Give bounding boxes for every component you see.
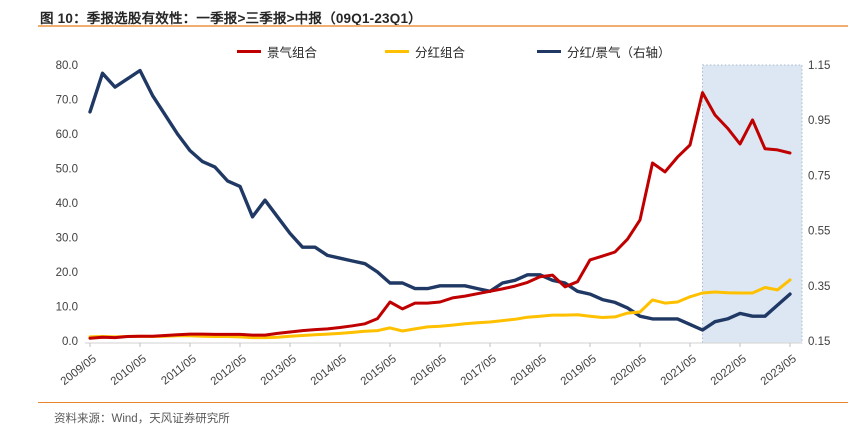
- chart-legend: 景气组合 分红组合 分红/景气（右轴）: [0, 44, 857, 60]
- x-tick-label: 2019/05: [559, 353, 599, 388]
- x-tick-label: 2017/05: [459, 353, 499, 388]
- highlight-region: [702, 64, 803, 344]
- y-tick-label-left: 10.0: [56, 302, 78, 314]
- x-tick-label: 2022/05: [709, 353, 749, 388]
- legend-label: 分红组合: [415, 45, 466, 60]
- source-divider-rule: [38, 402, 848, 403]
- x-tick-label: 2009/05: [59, 353, 99, 388]
- source-note: 资料来源：Wind，天风证券研究所: [54, 413, 230, 425]
- y-tick-label-right: 0.75: [808, 170, 830, 182]
- dividend-line-swatch: [385, 49, 409, 53]
- legend-item-dividend-portfolio[interactable]: 分红组合: [385, 44, 466, 60]
- y-tick-label-right: 0.35: [808, 281, 830, 293]
- y-tick-label-left: 50.0: [56, 164, 78, 176]
- y-tick-label-left: 20.0: [56, 267, 78, 279]
- legend-label: 分红/景气（右轴）: [567, 45, 671, 60]
- x-axis-ticks: 2009/05 2010/05 2011/05 2012/05 2013/05 2014/…: [59, 343, 799, 388]
- x-tick-label: 2011/05: [159, 353, 198, 388]
- x-tick-label: 2012/05: [209, 353, 249, 388]
- y-tick-label-right: 0.15: [808, 336, 830, 348]
- figure-title: 图 10：季报选股有效性：一季报>三季报>中报（09Q1-23Q1）: [40, 11, 422, 26]
- y-tick-label-left: 80.0: [56, 60, 78, 72]
- x-tick-label: 2015/05: [359, 353, 399, 388]
- x-tick-label: 2013/05: [259, 353, 299, 388]
- y-tick-label-right: 1.15: [808, 60, 830, 72]
- boom-line-swatch: [237, 49, 261, 53]
- y-tick-label-right: 0.95: [808, 115, 830, 127]
- legend-item-ratio-right-axis[interactable]: 分红/景气（右轴）: [537, 44, 671, 60]
- x-tick-label: 2014/05: [309, 353, 349, 388]
- title-underline-rule: [38, 25, 848, 27]
- y-axis-left-labels: 0.0 10.0 20.0 30.0 40.0 50.0 60.0 70.0 80.0: [56, 60, 78, 348]
- x-tick-label: 2018/05: [509, 353, 549, 388]
- y-tick-label-left: 40.0: [56, 198, 78, 210]
- x-tick-label: 2021/05: [659, 353, 699, 388]
- x-tick-label: 2020/05: [609, 353, 649, 388]
- legend-label: 景气组合: [267, 45, 318, 60]
- series-line-boom: [88, 91, 792, 340]
- y-tick-label-left: 70.0: [56, 95, 78, 107]
- y-tick-label-left: 0.0: [62, 336, 78, 348]
- series-line-ratio: [88, 68, 792, 332]
- x-tick-label: 2023/05: [759, 353, 799, 388]
- series-line-dividend: [88, 278, 792, 340]
- y-axis-right-labels: 0.15 0.35 0.55 0.75 0.95 1.15: [808, 60, 830, 348]
- legend-item-boom-portfolio[interactable]: 景气组合: [237, 44, 318, 60]
- y-tick-label-right: 0.55: [808, 226, 830, 238]
- x-tick-label: 2016/05: [409, 353, 449, 388]
- x-tick-label: 2010/05: [109, 353, 149, 388]
- y-tick-label-left: 60.0: [56, 129, 78, 141]
- y-tick-label-left: 30.0: [56, 233, 78, 245]
- ratio-line-swatch: [537, 49, 561, 53]
